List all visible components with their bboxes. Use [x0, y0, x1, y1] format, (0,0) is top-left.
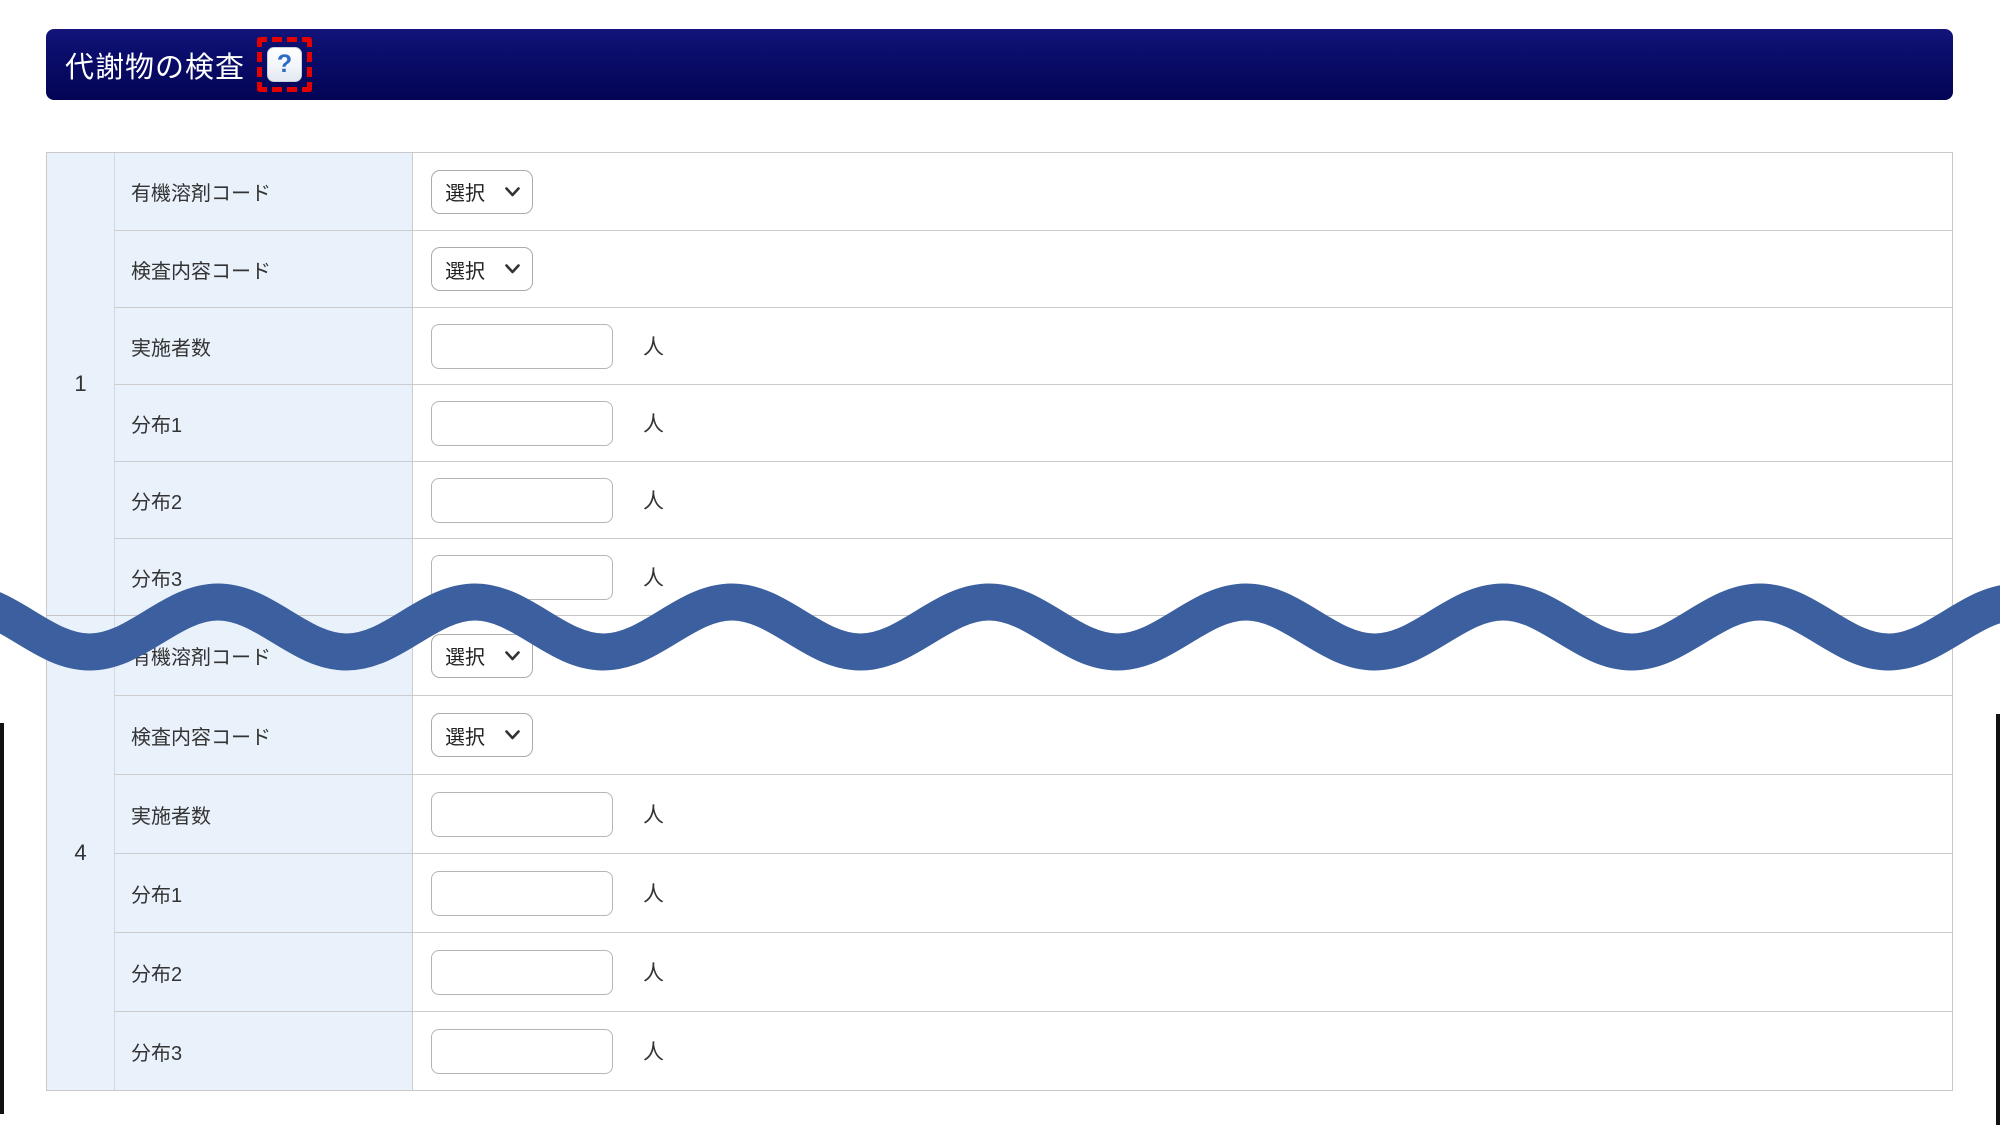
field-label: 有機溶剤コード	[115, 616, 413, 695]
field-label: 分布3	[115, 1012, 413, 1090]
section-title-bar: 代謝物の検査 ?	[46, 29, 1953, 100]
field-label: 分布2	[115, 462, 413, 538]
table-row: 実施者数 人	[115, 774, 1952, 853]
table-row: 分布3 人	[115, 538, 1952, 615]
unit-label: 人	[643, 490, 664, 513]
distribution2-input[interactable]	[431, 477, 613, 523]
left-edge-artifact	[0, 723, 4, 1114]
chevron-down-icon	[505, 650, 520, 661]
entry-group-4: 4 有機溶剤コード 選択 検査内容コード 選択	[47, 616, 1952, 1090]
table-row: 有機溶剤コード 選択	[115, 616, 1952, 695]
right-edge-artifact	[1996, 714, 2000, 1125]
performer-count-input[interactable]	[431, 791, 613, 837]
table-row: 有機溶剤コード 選択	[115, 153, 1952, 230]
table-row: 分布1 人	[115, 384, 1952, 461]
unit-label: 人	[643, 413, 664, 436]
page-title: 代謝物の検査	[65, 51, 246, 84]
distribution1-input[interactable]	[431, 400, 613, 446]
unit-label: 人	[643, 804, 664, 827]
help-highlight-annotation: ?	[257, 37, 313, 92]
organic-solvent-code-select[interactable]: 選択	[431, 169, 533, 214]
field-label: 実施者数	[115, 775, 413, 853]
table-row: 分布1 人	[115, 853, 1952, 932]
distribution3-input[interactable]	[431, 554, 613, 600]
field-label: 検査内容コード	[115, 231, 413, 307]
unit-label: 人	[643, 336, 664, 359]
table-row: 検査内容コード 選択	[115, 230, 1952, 307]
chevron-down-icon	[505, 264, 520, 274]
table-row: 実施者数 人	[115, 307, 1952, 384]
organic-solvent-code-select[interactable]: 選択	[431, 633, 533, 678]
exam-content-code-select[interactable]: 選択	[431, 713, 533, 757]
distribution3-input[interactable]	[431, 1028, 613, 1074]
select-value: 選択	[445, 726, 485, 749]
group-number: 1	[47, 153, 115, 615]
table-row: 分布2 人	[115, 932, 1952, 1011]
table-row: 分布3 人	[115, 1011, 1952, 1090]
field-label: 分布3	[115, 539, 413, 615]
performer-count-input[interactable]	[431, 323, 613, 369]
chevron-down-icon	[505, 730, 520, 740]
distribution1-input[interactable]	[431, 870, 613, 916]
select-value: 選択	[445, 647, 485, 669]
metabolite-exam-table: 1 有機溶剤コード 選択 検査内容コード 選択	[46, 152, 1953, 1091]
entry-group-1: 1 有機溶剤コード 選択 検査内容コード 選択	[47, 153, 1952, 616]
unit-label: 人	[643, 1041, 664, 1064]
help-icon[interactable]: ?	[267, 47, 303, 82]
table-row: 検査内容コード 選択	[115, 695, 1952, 774]
field-label: 実施者数	[115, 308, 413, 384]
distribution2-input[interactable]	[431, 949, 613, 995]
select-value: 選択	[445, 260, 485, 283]
field-label: 有機溶剤コード	[115, 153, 413, 230]
exam-content-code-select[interactable]: 選択	[431, 247, 533, 291]
field-label: 分布1	[115, 385, 413, 461]
unit-label: 人	[643, 883, 664, 906]
field-label: 検査内容コード	[115, 696, 413, 774]
chevron-down-icon	[505, 186, 520, 197]
select-value: 選択	[445, 183, 485, 205]
unit-label: 人	[643, 567, 664, 590]
group-number: 4	[47, 616, 115, 1090]
unit-label: 人	[643, 962, 664, 985]
field-label: 分布1	[115, 854, 413, 932]
table-row: 分布2 人	[115, 461, 1952, 538]
field-label: 分布2	[115, 933, 413, 1011]
